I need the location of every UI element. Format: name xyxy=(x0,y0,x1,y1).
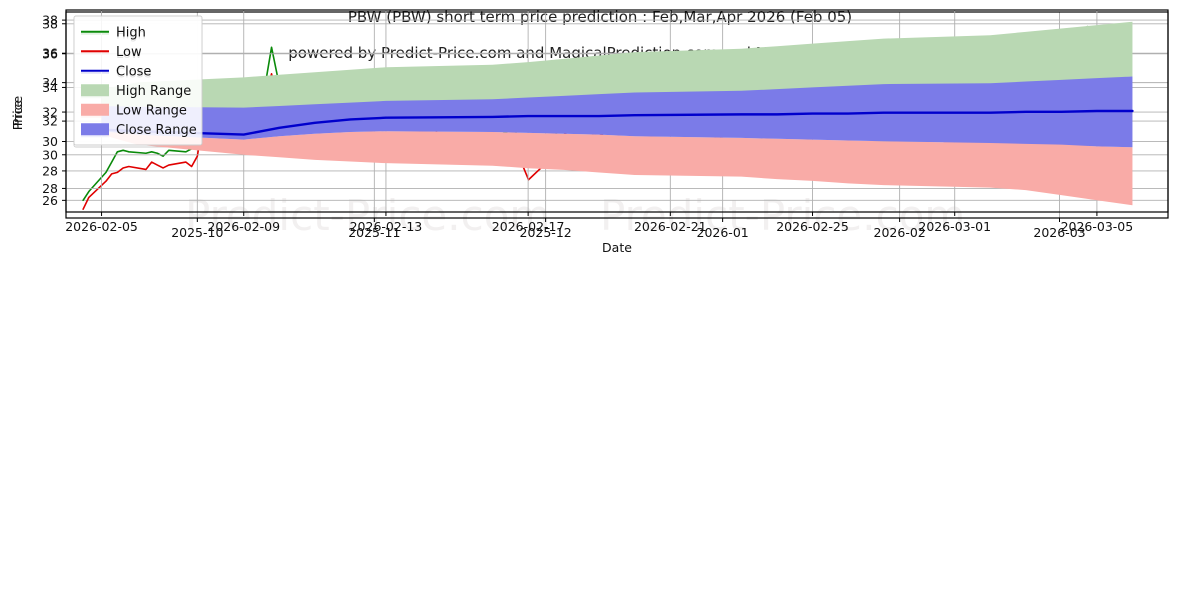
legend-label: Close xyxy=(116,64,151,79)
y-axis-tick-label: 26 xyxy=(42,193,58,208)
y-axis-tick-label: 32 xyxy=(42,114,58,129)
x-axis-title: Date xyxy=(602,240,632,255)
x-axis-tick-label: 2026-02 xyxy=(874,225,926,240)
chart-legend: High Low Close High Range Low Range Close Ran… xyxy=(73,15,203,146)
x-axis-tick-label: 2026-02-05 xyxy=(65,219,138,234)
x-axis-tick-label: 2026-03-01 xyxy=(918,219,991,234)
legend-patch-low-range xyxy=(81,103,109,116)
forecast-detail-chart-panel: Predict-Price.comPredict-Price.com283032… xyxy=(0,0,1200,270)
legend-label: Close Range xyxy=(116,123,197,138)
y-axis-tick-label: 36 xyxy=(42,46,58,61)
plot-frame xyxy=(65,9,1169,213)
y-axis-tick-label: 34 xyxy=(42,80,58,95)
y-axis-title: Price xyxy=(10,99,25,130)
y-axis-tick-label: 30 xyxy=(42,134,58,149)
y-axis-title: Price xyxy=(10,95,25,126)
x-axis-tick-label: 2026-02-13 xyxy=(350,219,423,234)
x-axis-tick-label: 2025-10 xyxy=(171,225,223,240)
x-axis-tick-label: 2025-12 xyxy=(520,225,572,240)
watermark-text: Predict-Price.com xyxy=(185,191,550,240)
legend-label: Low Range xyxy=(116,103,187,118)
close-range-band xyxy=(101,76,1133,148)
forecast-detail-chart-svg: Predict-Price.comPredict-Price.com283032… xyxy=(10,9,1169,255)
x-axis-tick-label: 2026-03 xyxy=(1033,225,1085,240)
y-axis-tick-label: 34 xyxy=(42,75,58,90)
x-axis-tick-label: 2026-03-05 xyxy=(1061,219,1134,234)
watermark-text: Predict-Price.com xyxy=(600,191,965,240)
y-axis-tick-label: 38 xyxy=(42,16,58,31)
y-axis-tick-label: 36 xyxy=(42,46,58,61)
low-range-band xyxy=(101,131,1133,206)
legend-label: High xyxy=(116,25,146,40)
high-range-band xyxy=(101,21,1133,117)
close-price-line xyxy=(100,109,1134,136)
y-axis-tick-label: 32 xyxy=(42,105,58,120)
x-axis-tick-label: 2026-02-09 xyxy=(207,219,280,234)
x-axis-tick-label: 2026-02-25 xyxy=(776,219,849,234)
legend-patch-close-range xyxy=(81,123,109,136)
legend-label: Low xyxy=(116,45,142,60)
y-axis-tick-label: 38 xyxy=(42,13,58,28)
x-axis-tick-label: 2026-02-17 xyxy=(492,219,565,234)
x-axis-tick-label: 2025-11 xyxy=(348,225,400,240)
legend-patch-high-range xyxy=(81,84,109,97)
x-axis-tick-label: 2026-02-21 xyxy=(634,219,707,234)
x-axis-tick-label: 2026-01 xyxy=(697,225,749,240)
legend-label: High Range xyxy=(116,84,191,99)
y-axis-tick-label: 28 xyxy=(42,181,58,196)
y-axis-tick-label: 28 xyxy=(42,163,58,178)
y-axis-tick-label: 30 xyxy=(42,147,58,162)
